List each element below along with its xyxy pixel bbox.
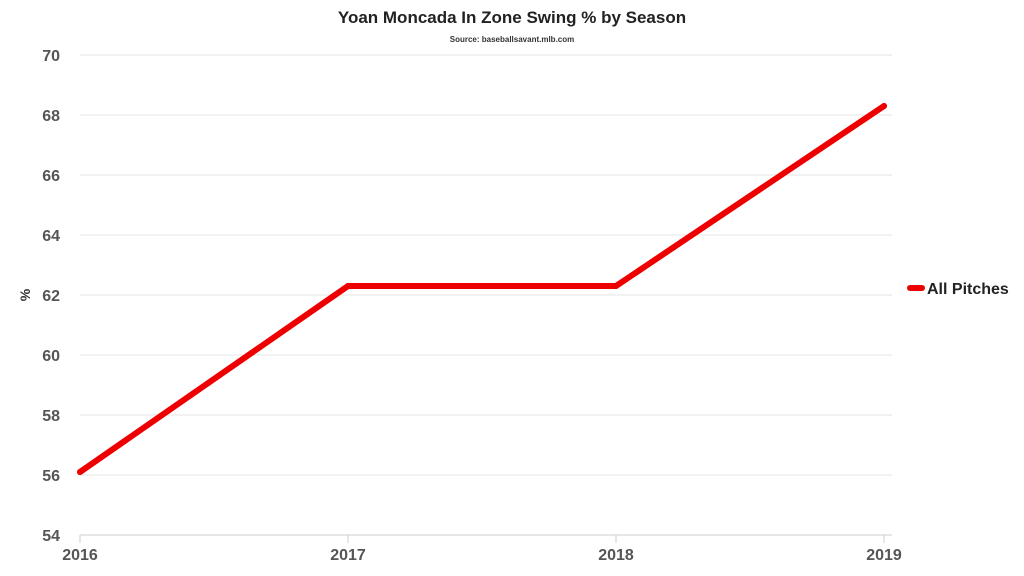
y-tick-label: 62 <box>42 288 60 305</box>
grid-lines <box>80 54 892 536</box>
data-point[interactable] <box>881 103 887 109</box>
y-axis-ticks: 54 56 58 60 62 64 66 68 70 <box>42 48 60 545</box>
series-line-all-pitches[interactable] <box>77 103 887 475</box>
x-tick-label: 2018 <box>598 547 634 564</box>
data-point[interactable] <box>613 283 619 289</box>
x-tick-label: 2019 <box>866 547 902 564</box>
y-tick-label: 54 <box>42 528 60 545</box>
x-tick-label: 2017 <box>330 547 366 564</box>
x-axis-ticks: 2016 2017 2018 2019 <box>62 535 902 564</box>
y-tick-label: 68 <box>42 108 60 125</box>
y-tick-label: 64 <box>42 228 60 245</box>
chart-subtitle: Source: baseballsavant.mlb.com <box>449 35 575 44</box>
legend-label[interactable]: All Pitches <box>927 281 1009 298</box>
y-axis-title: % <box>17 288 33 301</box>
y-tick-label: 70 <box>42 48 60 65</box>
data-point[interactable] <box>77 469 83 475</box>
y-tick-label: 60 <box>42 348 60 365</box>
y-tick-label: 58 <box>42 408 60 425</box>
x-tick-label: 2016 <box>62 547 98 564</box>
series-layer <box>77 103 887 475</box>
y-tick-label: 66 <box>42 168 60 185</box>
chart-title: Yoan Moncada In Zone Swing % by Season <box>337 8 687 27</box>
data-point[interactable] <box>345 283 351 289</box>
y-tick-label: 56 <box>42 468 60 485</box>
legend[interactable]: All Pitches <box>907 281 1009 298</box>
